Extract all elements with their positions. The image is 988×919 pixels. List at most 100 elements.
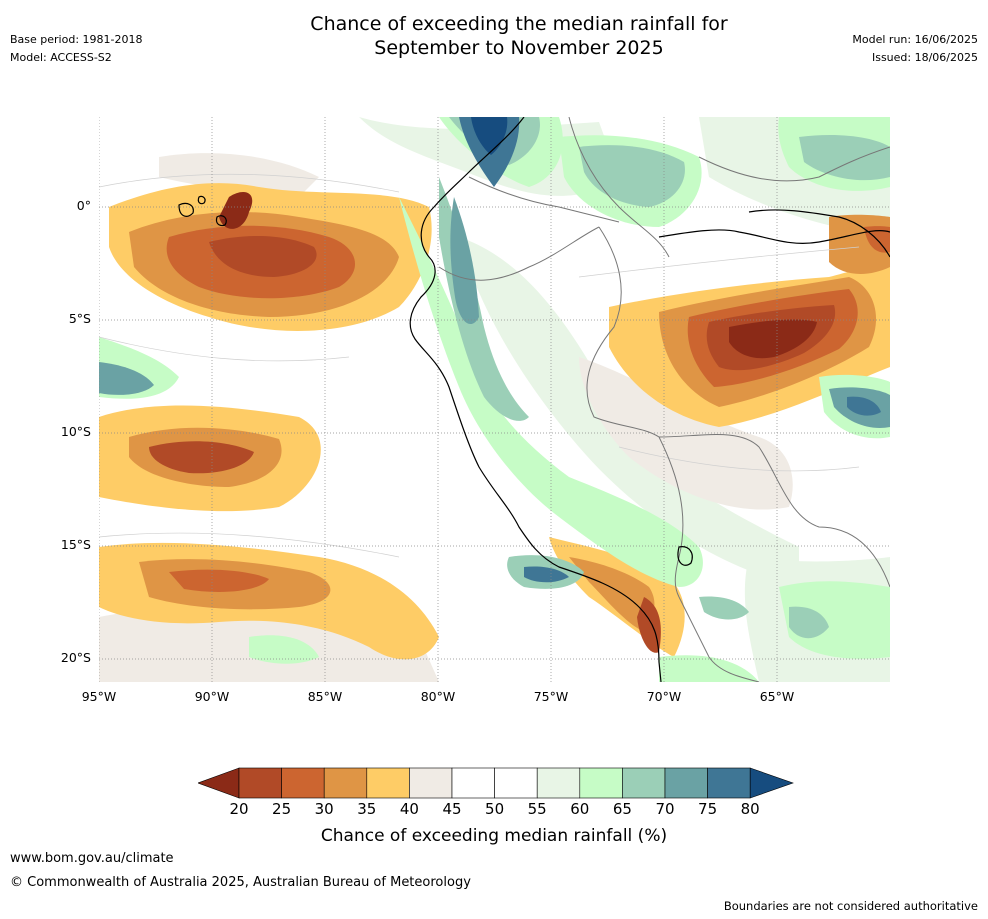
boundaries — [438, 117, 890, 682]
region-teal-southern-interior — [699, 596, 749, 620]
legend-swatch-60-65 — [579, 767, 623, 799]
model-text: Model: ACCESS-S2 — [10, 51, 112, 64]
legend-colorbar — [197, 767, 794, 805]
region-beige-north — [159, 153, 319, 197]
legend-swatch-40-45 — [409, 767, 453, 799]
legend-label-80: 80 — [740, 800, 760, 818]
legend-label-20: 20 — [229, 800, 249, 818]
region-teal-southeast — [789, 606, 829, 639]
region-mint-central-band — [399, 197, 703, 587]
region-beige-east — [579, 357, 793, 510]
base-period-text: Base period: 1981-2018 — [10, 33, 143, 46]
region-teal-west — [99, 362, 154, 395]
lat-tick-20s: 20°S — [60, 650, 91, 665]
lat-tick-15s: 15°S — [60, 537, 91, 552]
legend-label-35: 35 — [357, 800, 377, 818]
border-brazil-colombia — [568, 117, 670, 258]
region-mint-southeast — [779, 581, 890, 659]
region-teal-coast-strip — [450, 197, 479, 325]
contour-line-2 — [99, 336, 350, 362]
legend-swatch-20-25 — [238, 767, 282, 799]
legend-label-60: 60 — [570, 800, 590, 818]
region-darkblue-north — [471, 117, 508, 155]
footer-copyright: © Commonwealth of Australia 2025, Austra… — [10, 875, 471, 890]
model-run-text: Model run: 16/06/2025 — [852, 33, 978, 46]
legend-swatch-65-70 — [622, 767, 666, 799]
region-light-green-central — [459, 237, 799, 587]
border-ecuador-peru — [438, 226, 600, 281]
region-deepest-east — [729, 319, 817, 359]
legend-swatch-30-35 — [323, 767, 368, 799]
legend-title: Chance of exceeding median rainfall (%) — [320, 826, 668, 846]
title-line-1: Chance of exceeding the median rainfall … — [310, 13, 728, 35]
lon-tick-90w: 90°W — [194, 689, 230, 704]
issued-text: Issued: 18/06/2025 — [871, 51, 978, 64]
meta-left: Base period: 1981-2018 Model: ACCESS-S2 — [10, 31, 142, 67]
region-brown-southwest — [169, 569, 269, 592]
legend-label-30: 30 — [314, 800, 334, 818]
lon-tick-85w: 85°W — [307, 689, 343, 704]
contour-line-5 — [618, 446, 860, 472]
border-bolivia-brazil — [658, 434, 890, 588]
legend-label-45: 45 — [442, 800, 462, 818]
legend-swatch-25-30 — [281, 767, 325, 799]
legend-arrow-left — [197, 767, 240, 799]
lon-tick-80w: 80°W — [420, 689, 456, 704]
footer-url-link[interactable]: www.bom.gov.au/climate — [10, 851, 174, 866]
lat-tick-10s: 10°S — [60, 424, 91, 439]
contour-line-1 — [99, 173, 400, 193]
coastline-caribbean-river — [658, 229, 890, 244]
legend-label-40: 40 — [399, 800, 419, 818]
map-svg — [99, 117, 890, 682]
map-title: Chance of exceeding the median rainfall … — [200, 12, 838, 60]
legend-swatch-55-60 — [536, 767, 581, 799]
lon-tick-65w: 65°W — [759, 689, 795, 704]
region-darkbrown-northwest — [209, 235, 317, 277]
region-mint-far-south — [659, 655, 759, 682]
region-brown-west — [149, 441, 254, 474]
coastline-river-north — [748, 209, 890, 258]
rainfall-map — [99, 117, 890, 682]
legend-swatch-45-50 — [451, 767, 495, 799]
region-mint-south — [249, 635, 319, 664]
legend-svg — [197, 767, 794, 799]
lon-tick-70w: 70°W — [646, 689, 682, 704]
footer-disclaimer: Boundaries are not considered authoritat… — [723, 899, 978, 913]
island-galapagos-1 — [178, 202, 194, 217]
lat-tick-0: 0° — [76, 198, 91, 213]
legend-label-75: 75 — [698, 800, 718, 818]
legend-swatch-35-40 — [366, 767, 410, 799]
legend-label-25: 25 — [272, 800, 292, 818]
island-galapagos-2 — [197, 195, 206, 205]
lon-tick-95w: 95°W — [81, 689, 117, 704]
border-peru-brazil — [586, 226, 660, 438]
legend-label-50: 50 — [485, 800, 505, 818]
legend-swatch-75-80 — [707, 767, 751, 799]
region-deepest-northwest — [219, 192, 253, 229]
region-blue-south-coast — [524, 566, 569, 583]
legend-swatch-70-75 — [664, 767, 708, 799]
coastlines — [178, 117, 890, 682]
island-galapagos-3 — [215, 215, 227, 227]
meta-right: Model run: 16/06/2025 Issued: 18/06/2025 — [852, 31, 978, 67]
graticule — [99, 117, 890, 682]
lat-tick-5s: 5°S — [68, 311, 91, 326]
region-blue-east — [847, 396, 881, 416]
border-northeast — [698, 146, 890, 182]
legend-label-55: 55 — [527, 800, 547, 818]
legend-label-65: 65 — [612, 800, 632, 818]
wet-anomaly-layer — [99, 117, 890, 682]
lake-titicaca — [677, 546, 693, 566]
border-bolivia-chile — [678, 596, 760, 682]
border-colombia-ecuador — [468, 176, 620, 223]
lon-tick-75w: 75°W — [533, 689, 569, 704]
region-teal-far-northeast — [799, 135, 890, 181]
title-line-2: September to November 2025 — [374, 37, 664, 59]
legend-arrow-right — [749, 767, 794, 799]
contour-line-3 — [99, 532, 400, 558]
legend-swatch-50-55 — [494, 767, 538, 799]
coastline-south-america — [409, 117, 662, 682]
legend-label-70: 70 — [655, 800, 675, 818]
region-orange-coast — [569, 557, 655, 632]
contour-line-4 — [578, 246, 860, 278]
